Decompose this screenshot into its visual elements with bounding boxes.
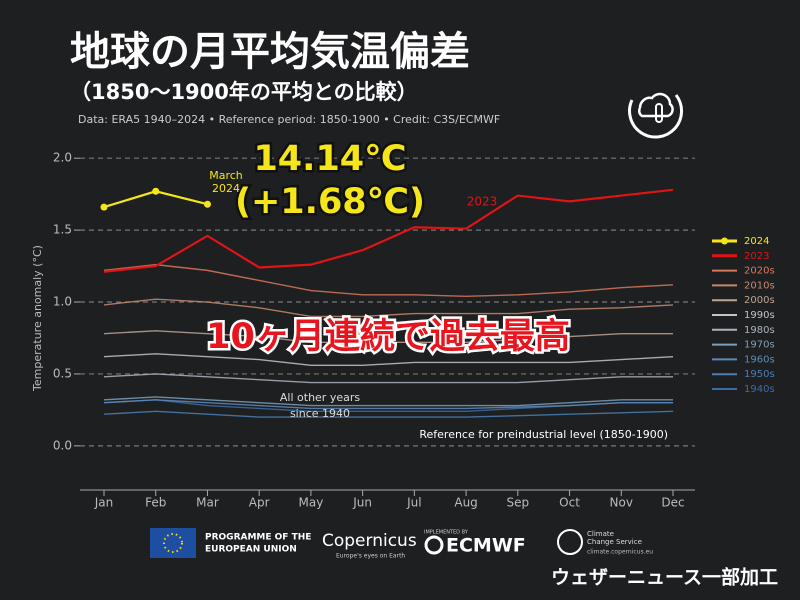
c3s-url: climate.copernicus.eu: [587, 549, 653, 556]
source: Data: ERA5 1940–2024 • Reference period:…: [78, 113, 500, 126]
y-tick-label: 1.5: [53, 223, 72, 237]
series-line: [103, 330, 673, 343]
x-tick-label: Oct: [559, 496, 580, 510]
x-tick-label: Jun: [352, 496, 372, 510]
eu-text: EUROPEAN UNION: [205, 545, 297, 555]
credit: ウェザーニュース一部加工: [551, 566, 778, 589]
legend-label: 1980s: [744, 325, 775, 336]
x-tick-label: May: [299, 496, 324, 510]
point: [100, 203, 108, 211]
x-tick-label: Dec: [661, 496, 684, 510]
legend-label: 1960s: [744, 354, 775, 365]
y-tick-label: 0.0: [53, 438, 72, 452]
legend-marker: [721, 237, 728, 245]
c3s: Change Service: [587, 538, 642, 546]
point: [203, 200, 211, 208]
annotation-record: 14.14℃: [253, 139, 406, 179]
series-line: [103, 399, 673, 410]
legend-label: 1970s: [744, 340, 775, 351]
annotation-2023: 2023: [467, 195, 498, 209]
annotation-reference: Reference for preindustrial level (1850-…: [419, 428, 668, 441]
ecmwf-icon: [424, 535, 444, 555]
copernicus-sub: Europe's eyes on Earth: [336, 553, 405, 560]
x-tick-label: Sep: [507, 496, 530, 510]
chart-title: 地球の月平均気温偏差: [70, 29, 470, 75]
legend-label: 2023: [744, 251, 769, 262]
y-axis-label: Temperature anomaly (°C): [31, 245, 44, 392]
c3s-icon: [557, 529, 583, 555]
legend-label: 2000s: [744, 295, 775, 306]
footer: PROGRAMME OF THE EUROPEAN UNION Copernic…: [150, 528, 778, 589]
eu-text: PROGRAMME OF THE: [205, 533, 311, 543]
x-tick-label: Jan: [94, 496, 114, 510]
annotation-others: All other years: [280, 391, 360, 404]
series-line: [103, 353, 674, 367]
chart-subtitle: （1850〜1900年の平均との比較）: [70, 80, 418, 104]
annotation-anomaly: (+1.68℃): [235, 182, 425, 222]
annotation-march: March: [209, 169, 243, 182]
x-tick-label: Mar: [196, 496, 219, 510]
series-line: [103, 373, 673, 384]
x-tick-label: Apr: [249, 496, 270, 510]
x-tick-label: Nov: [610, 496, 633, 510]
y-tick-label: 0.5: [53, 366, 72, 380]
eu-stars: [163, 533, 183, 553]
legend-label: 1990s: [744, 310, 775, 321]
point: [152, 187, 160, 195]
legend-label: 2024: [744, 236, 769, 247]
series-line: [103, 410, 674, 418]
legend-label: 1940s: [744, 384, 775, 395]
ecmwf: ECMWF: [446, 535, 526, 557]
series-line: [103, 263, 674, 297]
legend-label: 2010s: [744, 280, 775, 291]
headline: 10ヶ月連続で過去最高: [206, 317, 570, 357]
x-tick-label: Jul: [406, 496, 421, 510]
series-line: [103, 396, 673, 407]
y-tick-label: 1.0: [53, 295, 72, 309]
annotation-march: 2024: [212, 182, 240, 195]
copernicus: Copernicus: [322, 531, 417, 551]
series-line: [103, 188, 674, 273]
x-tick-label: Aug: [454, 496, 477, 510]
implemented: IMPLEMENTED BY: [424, 530, 469, 536]
x-tick-label: Feb: [145, 496, 166, 510]
logo-icon: [628, 92, 684, 139]
annotation-others: since 1940: [290, 407, 350, 420]
legend-label: 2020s: [744, 266, 775, 277]
y-tick-label: 2.0: [53, 151, 72, 165]
legend-label: 1950s: [744, 369, 775, 380]
series-line: [103, 298, 674, 318]
c3s: Climate: [587, 530, 614, 538]
eu-flag: [150, 528, 196, 558]
